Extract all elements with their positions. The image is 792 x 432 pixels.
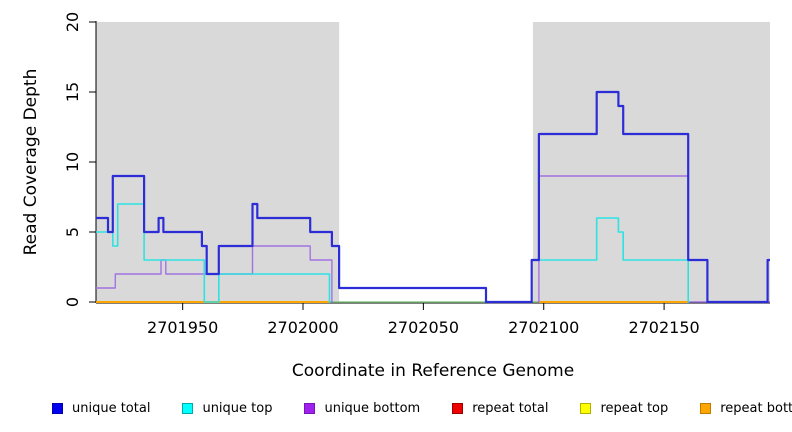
- y-tick-label: 15: [63, 82, 82, 102]
- y-tick-label: 10: [63, 152, 82, 172]
- legend-item-unique-top: unique top: [182, 401, 272, 416]
- legend-item-repeat-bottom: repeat bottom: [700, 401, 792, 416]
- legend-item-repeat-total: repeat total: [452, 401, 548, 416]
- legend-swatch-repeat-total: [452, 403, 464, 414]
- legend-swatch-unique-top: [182, 403, 194, 414]
- legend-label: repeat total: [472, 401, 549, 416]
- legend-item-unique-bottom: unique bottom: [304, 401, 420, 416]
- x-tick-label: 2701950: [147, 318, 218, 337]
- legend-item-repeat-top: repeat top: [580, 401, 668, 416]
- legend-label: unique top: [202, 401, 273, 416]
- legend-item-unique-total: unique total: [52, 401, 150, 416]
- x-axis-label: Coordinate in Reference Genome: [291, 361, 575, 381]
- legend-swatch-unique-bottom: [304, 403, 316, 414]
- x-tick-label: 2702000: [267, 318, 338, 337]
- legend-label: unique total: [72, 401, 151, 416]
- y-tick-label: 5: [63, 227, 82, 237]
- shaded-region: [96, 22, 340, 303]
- legend-label: repeat top: [600, 401, 669, 416]
- legend-swatch-repeat-bottom: [700, 403, 712, 414]
- coverage-plot: 0 5 10 15 20 2701950 2702000 2702050 2702100 2702…: [63, 12, 770, 337]
- legend-swatch-repeat-top: [580, 403, 592, 414]
- legend: unique total unique top unique bottom repea…: [52, 401, 792, 416]
- series-unique-total: [96, 90, 770, 304]
- x-tick-label: 2702050: [388, 318, 459, 337]
- x-tick-label: 2702100: [508, 318, 579, 337]
- x-tick-label: 2702150: [628, 318, 699, 337]
- legend-label: repeat bottom: [720, 401, 792, 416]
- y-axis-label: Read Coverage Depth: [21, 68, 41, 256]
- legend-label: unique bottom: [324, 401, 421, 416]
- y-tick-label: 0: [63, 297, 82, 307]
- legend-swatch-unique-total: [52, 403, 63, 414]
- shaded-region: [532, 22, 770, 303]
- y-tick-label: 20: [63, 12, 82, 32]
